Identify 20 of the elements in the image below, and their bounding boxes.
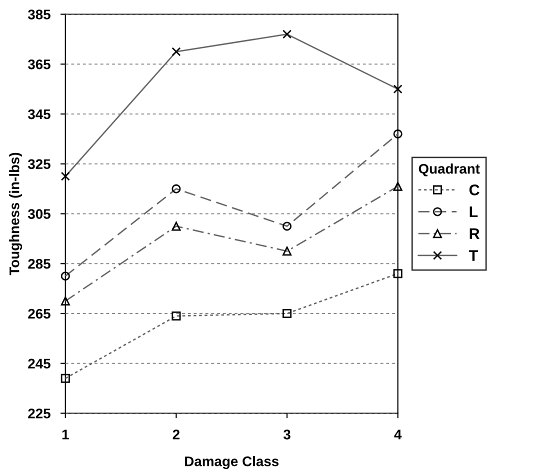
y-tick-label: 385 xyxy=(28,10,50,20)
x-tick-label: 3 xyxy=(283,430,290,440)
y-tick-label: 265 xyxy=(28,308,50,319)
legend-label: C xyxy=(469,184,480,196)
x-tick-label: 2 xyxy=(172,430,180,440)
y-tick-label: 345 xyxy=(28,109,50,120)
x-tick-label: 4 xyxy=(394,430,402,440)
y-axis-title: Toughness (in-lbs) xyxy=(9,152,22,276)
x-tick-label: 1 xyxy=(62,430,69,440)
x-axis-title: Damage Class xyxy=(185,456,279,470)
y-tick-label: 225 xyxy=(28,408,50,418)
y-tick-label: 325 xyxy=(28,159,50,170)
y-tick-label: 285 xyxy=(28,258,50,269)
y-tick-label: 365 xyxy=(28,59,50,70)
legend-label: L xyxy=(470,206,478,218)
y-tick-label: 305 xyxy=(28,209,50,219)
legend-label: R xyxy=(470,228,480,239)
y-tick-label: 245 xyxy=(28,358,50,369)
legend-label: T xyxy=(468,250,478,261)
legend-title: Quadrant xyxy=(418,164,480,176)
